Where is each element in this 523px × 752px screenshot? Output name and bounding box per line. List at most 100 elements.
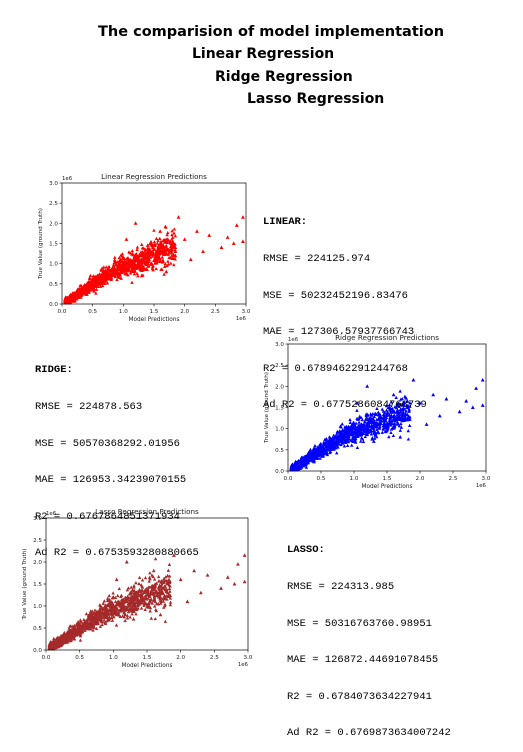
scatter-point <box>160 245 165 250</box>
scatter-point <box>114 623 119 627</box>
scatter-point <box>107 612 111 616</box>
scatter-point <box>85 284 89 288</box>
scatter-point <box>289 467 294 471</box>
ridge-metrics-header: RIDGE: <box>35 364 73 377</box>
scatter-point <box>168 580 172 584</box>
scatter-point <box>393 417 397 421</box>
scatter-point <box>320 454 324 458</box>
scatter-point <box>188 257 193 262</box>
x-tick-label: 1.5 <box>150 309 159 315</box>
scatter-point <box>295 468 300 472</box>
scatter-point <box>437 413 442 418</box>
scatter-point <box>70 297 75 301</box>
scatter-point <box>104 265 108 269</box>
x-tick-label: 1.0 <box>350 476 359 482</box>
scatter-point <box>140 588 145 592</box>
scatter-point <box>78 634 83 638</box>
scatter-point <box>88 617 93 621</box>
x-tick-label: 1.0 <box>119 309 128 315</box>
scatter-point <box>408 417 412 421</box>
scatter-point <box>153 257 157 261</box>
scatter-point <box>128 258 132 262</box>
scatter-point <box>52 636 56 641</box>
scatter-point <box>359 436 364 440</box>
scatter-point <box>83 628 87 632</box>
scatter-point <box>167 255 171 260</box>
scatter-point <box>355 416 359 420</box>
scatter-point <box>372 431 376 435</box>
scatter-point <box>170 239 175 243</box>
scatter-point <box>145 243 150 247</box>
scatter-point <box>136 606 140 610</box>
linear-rmse: RMSE = 224125.974 <box>263 253 371 266</box>
y-tick-label: 2.5 <box>49 201 58 207</box>
scatter-point <box>140 578 145 582</box>
scatter-point <box>165 591 170 595</box>
scatter-point <box>139 250 143 254</box>
scatter-point <box>474 386 478 390</box>
scatter-point <box>396 421 400 426</box>
scatter-point <box>170 248 175 252</box>
scatter-point <box>398 407 403 411</box>
scatter-point <box>120 601 124 606</box>
scatter-point <box>198 590 203 595</box>
scatter-point <box>128 271 133 275</box>
scatter-point <box>431 392 436 397</box>
scatter-point <box>130 252 134 256</box>
scatter-point <box>68 624 72 628</box>
scatter-point <box>201 249 205 254</box>
x-tick-label: 2.0 <box>176 655 185 661</box>
scatter-point <box>162 605 166 609</box>
ridge-rmse: RMSE = 224878.563 <box>35 401 143 414</box>
scatter-point <box>66 629 71 634</box>
scatter-point <box>145 251 150 256</box>
scatter-point <box>303 458 307 462</box>
scatter-point <box>139 596 143 600</box>
scatter-point <box>338 437 343 441</box>
scatter-point <box>369 424 374 428</box>
scatter-point <box>98 608 102 612</box>
y-tick-label: 0.0 <box>275 469 284 475</box>
linear-metrics-header: LINEAR: <box>263 216 308 229</box>
scatter-point <box>147 603 151 608</box>
scatter-point <box>133 269 137 273</box>
scatter-point <box>407 408 411 412</box>
scatter-point <box>323 450 327 454</box>
x-tick-label: 2.0 <box>416 476 425 482</box>
scatter-point <box>304 465 309 469</box>
scatter-point <box>404 409 408 413</box>
scatter-point <box>107 616 112 621</box>
scatter-point <box>182 237 187 241</box>
scatter-point <box>160 597 165 601</box>
scatter-point <box>115 593 120 598</box>
scatter-point <box>69 295 74 299</box>
scatter-point <box>88 622 92 626</box>
scatter-point <box>139 590 143 594</box>
scatter-point <box>351 436 356 441</box>
scatter-point <box>165 597 169 601</box>
scatter-point <box>403 415 408 419</box>
scatter-point <box>144 261 149 265</box>
scatter-point <box>78 283 82 287</box>
scatter-point <box>170 241 175 245</box>
scatter-point <box>360 418 365 422</box>
y-tick-label: 0.5 <box>49 282 58 288</box>
scatter-point <box>160 255 164 259</box>
scatter-point <box>388 408 392 412</box>
scatter-point <box>372 436 377 440</box>
scatter-point <box>125 606 129 610</box>
scatter-point <box>153 616 157 621</box>
scatter-point <box>386 426 390 430</box>
scatter-point <box>78 625 82 629</box>
scatter-point <box>137 589 142 593</box>
scatter-point <box>118 273 122 277</box>
scatter-point <box>154 609 159 613</box>
y-tick-label: 1.5 <box>49 242 58 248</box>
scatter-point <box>371 418 376 422</box>
y-exponent-label: 1e6 <box>46 511 57 517</box>
scatter-point <box>122 615 127 619</box>
scatter-point <box>361 439 366 444</box>
scatter-point <box>109 603 114 607</box>
scatter-point <box>72 637 77 641</box>
scatter-point <box>120 614 125 618</box>
